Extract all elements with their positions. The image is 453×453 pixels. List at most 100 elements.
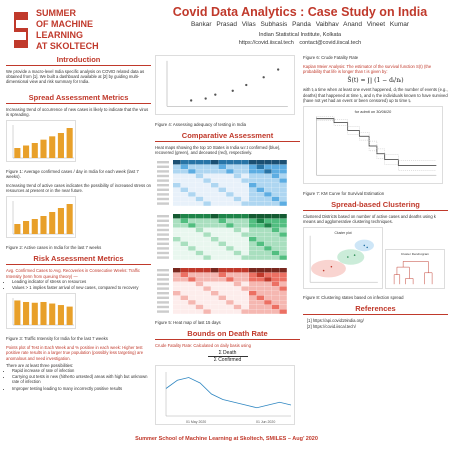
heatmap-cell <box>264 286 272 292</box>
heatmap-cell <box>256 197 264 202</box>
heatmap-cell <box>264 228 272 233</box>
heatmap-cell <box>233 223 242 229</box>
heatmap-cell <box>218 178 226 184</box>
bar <box>66 204 73 235</box>
heatmap-cell <box>279 309 287 315</box>
heatmap-cell <box>203 174 211 179</box>
authors: Bankar Prasad Vilas Subhasis Panda Vaibh… <box>190 21 410 28</box>
heatmap-cell <box>180 219 188 224</box>
heatmap-cell <box>271 178 280 184</box>
heatmap-cell <box>188 309 196 315</box>
heatmap-cell <box>203 282 211 287</box>
heatmap-cell <box>256 232 264 238</box>
heatmap-cell <box>271 286 280 292</box>
poster-header: SUMMER OF MACHINE LEARNING AT SKOLTECH C… <box>0 0 453 60</box>
heatmap-cell <box>279 183 287 188</box>
heatmap-cell <box>203 291 211 296</box>
heatmap-cell <box>241 197 249 202</box>
heatmap-cell <box>264 169 272 175</box>
bar <box>23 145 30 159</box>
heatmap-cell <box>218 251 226 256</box>
dashboard-url[interactable]: https://covid.iiscal.tech <box>238 40 294 46</box>
heatmap-cell <box>218 309 226 315</box>
bar <box>14 300 21 326</box>
risk-bullet: Improper testing leading to many incorre… <box>12 386 151 391</box>
heatmap-cell <box>226 251 234 256</box>
heatmap-cell <box>203 300 211 306</box>
km-survival-curve <box>316 118 437 166</box>
heatmap-cell <box>203 214 211 219</box>
heatmap-cell <box>173 237 181 242</box>
cluster-1 <box>311 260 346 278</box>
heatmap-cell <box>203 223 211 229</box>
heatmap-cell <box>218 246 226 252</box>
bounds-text: Crude Fatality Rate: Calculated on daily… <box>155 343 300 348</box>
heatmap-cell <box>195 219 204 224</box>
heatmap-cell <box>279 201 287 207</box>
heatmap-cell <box>256 237 264 242</box>
heatmap-cell <box>271 219 280 224</box>
heatmap-cell <box>233 309 242 315</box>
heatmap-cell <box>271 174 280 179</box>
heatmap-cell <box>279 305 287 310</box>
references-title: References <box>303 304 448 316</box>
heatmap-cell <box>226 273 234 278</box>
heatmap-cell <box>211 291 219 296</box>
heatmap-cell <box>180 228 188 233</box>
reference-item[interactable]: [1] https://api.covid19india.org/ <box>307 318 364 324</box>
heatmap-cell <box>271 214 280 219</box>
heatmap-cell <box>173 197 181 202</box>
heatmap-cell <box>173 219 181 224</box>
heatmap-cell <box>180 197 188 202</box>
heatmap-confirmed <box>157 160 287 207</box>
heatmap-cell <box>218 197 226 202</box>
heatmap-cell <box>218 192 226 198</box>
reference-item[interactable]: [2] https://covid.iiscal.tech/ <box>307 324 356 330</box>
heatmap-cell <box>249 183 257 188</box>
heatmap-cell <box>271 277 280 283</box>
km-upper-ci <box>316 116 437 161</box>
heatmap-cell <box>271 296 280 301</box>
heatmap-cell <box>241 282 249 287</box>
heatmap-cell <box>188 242 196 247</box>
heatmap-cell <box>226 291 234 296</box>
heatmap-cell <box>188 160 196 165</box>
heatmap-cell <box>211 223 219 229</box>
heatmap-cell <box>211 282 219 287</box>
heatmap-cell <box>188 273 196 278</box>
heatmap-cell <box>218 169 226 175</box>
fig5-caption: Figure 5: Heat map of last 15 days <box>155 320 221 326</box>
heatmap-cell <box>241 305 249 310</box>
heatmap-cell <box>226 183 234 188</box>
km-text-body: Kaplan Meier Analysis: The estimator of … <box>303 64 432 75</box>
heatmap-cell <box>233 246 242 252</box>
heatmap-cell <box>271 192 280 198</box>
contact-email[interactable]: contact@covid.iiscal.tech <box>299 40 362 46</box>
heatmap-cell <box>195 305 204 310</box>
heatmap-cell <box>233 192 242 198</box>
heatmap-cell <box>195 237 204 242</box>
heatmap-cell <box>256 178 264 184</box>
heatmap-cell <box>173 169 181 175</box>
heatmap-cell <box>218 232 226 238</box>
heatmap-cell <box>211 192 219 198</box>
heatmap-cell <box>249 309 257 315</box>
heatmap-cell <box>180 178 188 184</box>
heatmap-cell <box>241 214 249 219</box>
heatmap-cell <box>180 246 188 252</box>
risk-bullet: Leading indicator of stress on resources <box>12 279 151 284</box>
heatmap-cell <box>173 277 181 283</box>
heatmap-cell <box>211 232 219 238</box>
heatmap-cell <box>279 300 287 306</box>
heatmap-cell <box>256 188 264 193</box>
heatmap-cell <box>249 246 257 252</box>
heatmap-cell <box>218 300 226 306</box>
column-left: Introduction We provide a macro-level In… <box>6 55 151 392</box>
heatmap-cell <box>241 296 249 301</box>
cluster-2 <box>337 249 365 266</box>
heatmap-cell <box>188 219 196 224</box>
heatmap-cell <box>218 188 226 193</box>
heatmap-cell <box>241 268 249 273</box>
heatmap-cell <box>180 169 188 175</box>
heatmap-cell <box>233 197 242 202</box>
